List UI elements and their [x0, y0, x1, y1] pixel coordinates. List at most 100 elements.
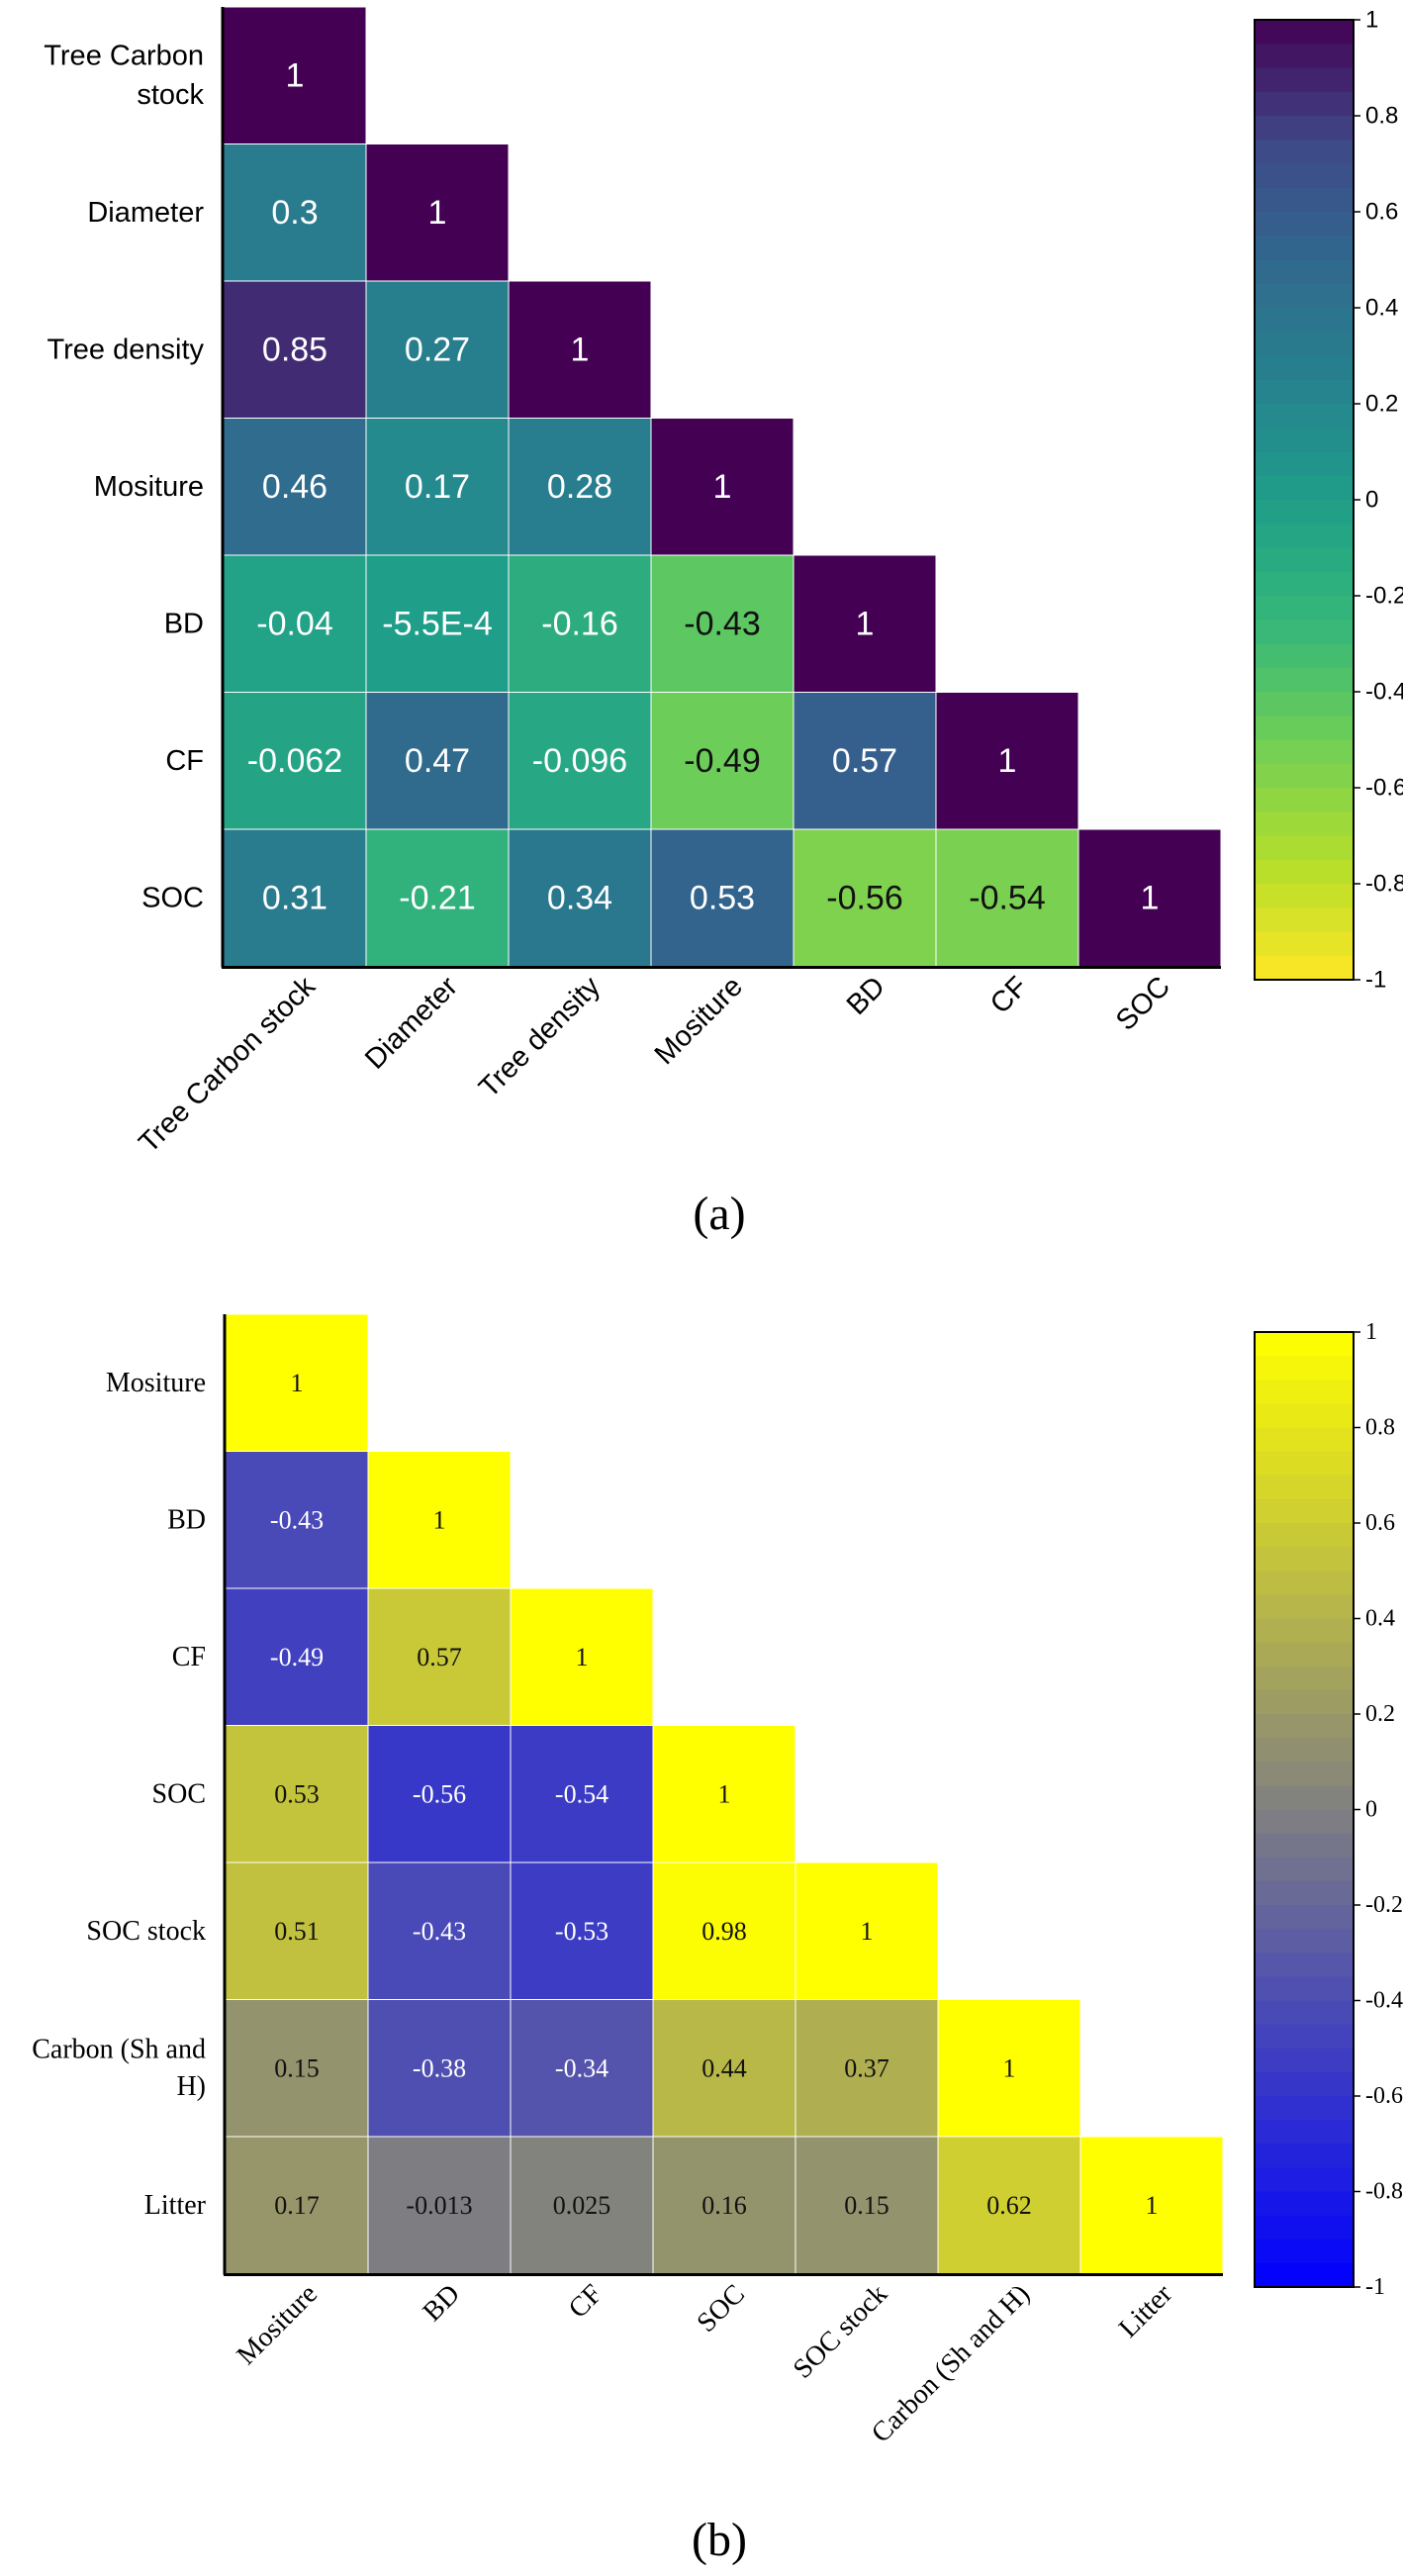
colorbar-segment	[1255, 1642, 1354, 1668]
colorbar-segment	[1255, 1475, 1354, 1500]
cell-value-label: -0.54	[555, 1779, 608, 1808]
colorbar-segment	[1255, 20, 1354, 45]
colorbar-segment	[1255, 2167, 1354, 2193]
colorbar-tick-label: 0	[1365, 487, 1378, 514]
colorbar-segment	[1255, 571, 1354, 597]
cell-value-label: 0.57	[417, 1643, 462, 1671]
colorbar-segment	[1255, 1403, 1354, 1429]
colorbar-segment	[1255, 1666, 1354, 1691]
colorbar-segment	[1255, 163, 1354, 189]
colorbar-tick-label: 0.6	[1365, 199, 1398, 226]
colorbar-segment	[1255, 1356, 1354, 1381]
colorbar-segment	[1255, 91, 1354, 117]
colorbar-segment	[1255, 1714, 1354, 1739]
heatmap-cell	[793, 692, 937, 830]
y-tick-label: BD	[167, 1504, 206, 1535]
colorbar-segment	[1255, 140, 1354, 165]
colorbar-segment	[1255, 1498, 1354, 1524]
x-tick-label: Mositure	[649, 971, 749, 1071]
colorbar-tick-label: 1	[1365, 7, 1378, 34]
colorbar-segment	[1255, 2000, 1354, 2026]
heatmap-cell	[223, 6, 367, 144]
cell-value-label: 0.47	[405, 742, 470, 780]
cell-value-label: 1	[571, 331, 590, 368]
colorbar-segment	[1255, 308, 1354, 333]
heatmap-cell	[223, 828, 367, 967]
heatmap-cell	[223, 143, 367, 282]
cell-value-label: -0.21	[399, 879, 476, 916]
colorbar-segment	[1255, 451, 1354, 477]
colorbar-segment	[1255, 332, 1354, 357]
colorbar-segment	[1255, 355, 1354, 381]
colorbar-tick-label: 0	[1365, 1797, 1377, 1823]
cell-value-label: 0.15	[274, 2053, 320, 2082]
colorbar-segment	[1255, 739, 1354, 765]
colorbar-segment	[1255, 212, 1354, 237]
cell-value-label: 0.17	[274, 2191, 320, 2220]
cell-value-label: 1	[861, 1917, 874, 1946]
colorbar-segment	[1255, 620, 1354, 645]
colorbar-segment	[1255, 643, 1354, 669]
colorbar-segment	[1255, 1833, 1354, 1859]
x-tick-label: Diameter	[359, 971, 464, 1076]
heatmap-cell	[225, 1587, 369, 1726]
heatmap-cell	[937, 1999, 1081, 2138]
cell-value-label: -0.34	[555, 2053, 608, 2082]
cell-value-label: 0.3	[271, 194, 318, 232]
x-tick-label: BD	[418, 2279, 466, 2328]
cell-value-label: 0.16	[702, 2191, 747, 2220]
colorbar-tick-label: 0.4	[1365, 295, 1398, 322]
cell-value-label: -0.43	[413, 1917, 466, 1946]
heatmap-cell	[793, 554, 937, 693]
colorbar-segment	[1255, 716, 1354, 741]
colorbar-segment	[1255, 500, 1354, 525]
heatmap-cell	[795, 1861, 939, 2000]
cell-value-label: -0.56	[413, 1779, 466, 1808]
heatmap-cell	[652, 2136, 796, 2274]
heatmap-cell	[652, 1861, 796, 2000]
heatmap-cell	[935, 692, 1079, 830]
colorbar-segment	[1255, 692, 1354, 716]
colorbar-segment	[1255, 1547, 1354, 1572]
cell-value-label: -5.5E-4	[382, 605, 493, 642]
y-tick-label: SOC stock	[86, 1916, 206, 1947]
y-tick-label: SOC	[141, 882, 204, 913]
cell-value-label: 0.44	[702, 2053, 747, 2082]
cell-value-label: 1	[576, 1643, 589, 1671]
cell-value-label: 1	[856, 605, 875, 642]
colorbar-segment	[1255, 1809, 1354, 1835]
heatmap-cell	[365, 418, 510, 556]
cell-value-label: -0.56	[826, 879, 903, 916]
colorbar-segment	[1255, 2120, 1354, 2145]
heatmap-cell	[365, 828, 510, 967]
colorbar-segment	[1255, 236, 1354, 261]
heatmap-cell	[365, 143, 510, 282]
colorbar-segment	[1255, 2071, 1354, 2097]
cell-value-label: 1	[713, 468, 732, 506]
heatmap-cell	[650, 418, 795, 556]
cell-value-label: -0.096	[532, 742, 627, 780]
colorbar-segment	[1255, 763, 1354, 789]
colorbar-segment	[1255, 67, 1354, 93]
heatmap-cell	[795, 2136, 939, 2274]
y-tick-label: Carbon (Sh and H)	[32, 2034, 206, 2102]
heatmap-cell	[367, 1587, 512, 1726]
colorbar-segment	[1255, 44, 1354, 69]
x-tick-label: SOC stock	[788, 2279, 893, 2385]
y-tick-label: Mositure	[94, 471, 204, 503]
heatmap-cell	[508, 280, 652, 419]
cell-value-label: 1	[718, 1779, 731, 1808]
colorbar-tick-label: -1	[1365, 967, 1386, 994]
cell-value-label: 0.57	[832, 742, 897, 780]
cell-value-label: 0.17	[405, 468, 470, 506]
colorbar-segment	[1255, 1332, 1354, 1357]
cell-value-label: -0.49	[684, 742, 761, 780]
colorbar-segment	[1255, 835, 1354, 861]
colorbar-segment	[1255, 1762, 1354, 1786]
cell-value-label: 0.46	[262, 468, 327, 506]
cell-value-label: 0.98	[702, 1917, 747, 1946]
colorbar-segment	[1255, 475, 1354, 501]
colorbar-segment	[1255, 1785, 1354, 1811]
colorbar-segment	[1255, 2239, 1354, 2264]
